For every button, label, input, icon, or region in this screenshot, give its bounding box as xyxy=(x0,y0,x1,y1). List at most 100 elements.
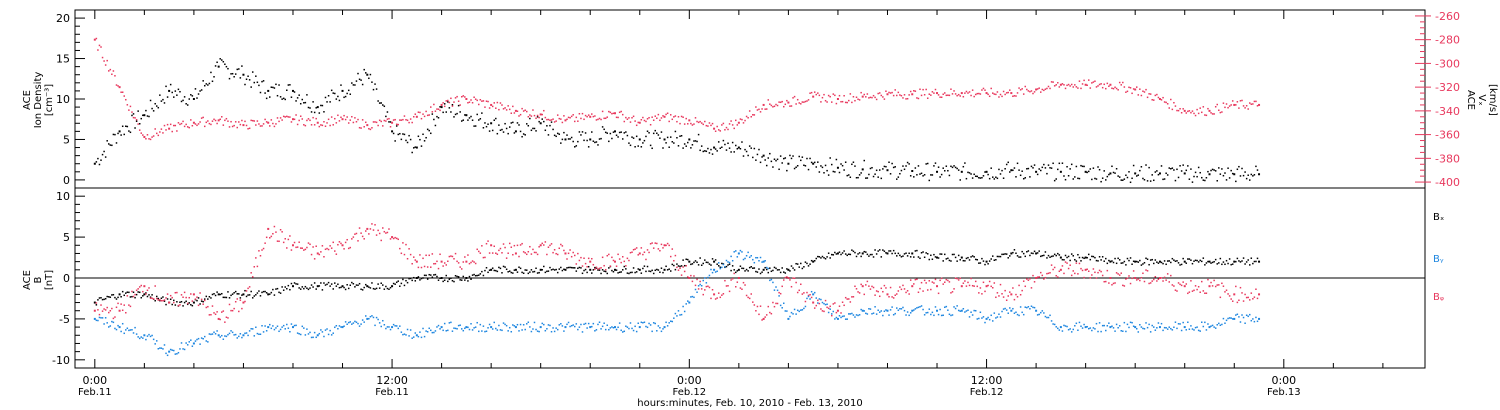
data-sample xyxy=(834,94,836,97)
data-sample xyxy=(618,258,621,260)
data-sample xyxy=(259,125,262,127)
data-sample xyxy=(817,299,819,302)
data-sample xyxy=(1187,292,1189,295)
data-sample xyxy=(976,175,979,178)
data-sample xyxy=(437,108,440,110)
data-point xyxy=(614,112,616,115)
data-sample xyxy=(874,173,876,175)
data-sample xyxy=(1105,179,1107,181)
data-sample xyxy=(587,322,590,325)
data-point xyxy=(1158,172,1161,175)
data-sample xyxy=(699,120,701,123)
data-sample xyxy=(145,338,147,341)
data-sample xyxy=(1199,107,1201,109)
data-sample xyxy=(1142,272,1144,275)
data-sample xyxy=(1176,109,1178,112)
data-sample xyxy=(405,139,407,142)
data-sample xyxy=(894,89,896,91)
data-sample xyxy=(1091,178,1093,181)
data-sample xyxy=(804,305,807,308)
data-sample xyxy=(1135,86,1138,88)
data-sample xyxy=(1162,178,1164,181)
data-sample xyxy=(798,155,800,158)
data-sample xyxy=(970,256,972,258)
data-sample xyxy=(1125,278,1127,280)
data-sample xyxy=(1063,324,1065,327)
data-sample xyxy=(210,313,212,316)
data-sample xyxy=(821,255,824,258)
data-sample xyxy=(1030,165,1033,168)
data-sample xyxy=(783,105,785,108)
data-sample xyxy=(397,280,400,282)
data-sample xyxy=(917,291,920,294)
data-sample xyxy=(1129,87,1132,89)
data-sample xyxy=(318,253,321,256)
data-sample xyxy=(1057,276,1059,278)
data-sample xyxy=(841,252,844,254)
data-sample xyxy=(295,246,297,249)
data-sample xyxy=(255,124,257,126)
data-sample xyxy=(987,284,989,287)
data-sample xyxy=(1156,280,1158,282)
data-sample xyxy=(1170,167,1172,170)
data-sample xyxy=(1069,259,1071,262)
data-sample xyxy=(931,258,934,261)
data-sample xyxy=(200,117,203,119)
data-sample xyxy=(640,247,643,249)
data-sample xyxy=(716,297,718,299)
data-sample xyxy=(669,320,672,322)
data-sample xyxy=(374,324,376,327)
data-sample xyxy=(420,145,423,147)
data-point xyxy=(291,118,294,121)
data-sample xyxy=(592,140,595,142)
data-sample xyxy=(344,321,347,323)
data-sample xyxy=(1182,257,1184,260)
data-sample xyxy=(730,269,732,272)
data-sample xyxy=(304,334,307,336)
data-sample xyxy=(1105,329,1107,332)
data-sample xyxy=(434,262,437,265)
data-sample xyxy=(428,129,430,132)
data-sample xyxy=(998,295,1000,297)
data-sample xyxy=(595,141,598,143)
data-point xyxy=(985,92,988,95)
data-sample xyxy=(662,115,664,117)
data-sample xyxy=(659,137,661,139)
data-sample xyxy=(767,267,770,270)
data-sample xyxy=(854,99,856,102)
data-sample xyxy=(1103,280,1105,283)
data-sample xyxy=(405,334,407,336)
data-sample xyxy=(241,65,243,67)
data-point xyxy=(936,92,939,95)
data-sample xyxy=(1072,255,1075,257)
data-sample xyxy=(1058,162,1061,165)
data-sample xyxy=(1057,252,1059,255)
data-sample xyxy=(1053,323,1056,326)
data-sample xyxy=(400,282,403,285)
data-sample xyxy=(790,105,793,107)
data-sample xyxy=(714,259,717,261)
data-sample xyxy=(402,133,404,135)
data-sample xyxy=(1148,93,1150,95)
data-sample xyxy=(1074,258,1076,261)
data-sample xyxy=(1080,87,1082,90)
data-sample xyxy=(1191,110,1194,112)
data-sample xyxy=(891,296,893,298)
data-sample xyxy=(460,279,463,281)
data-sample xyxy=(173,301,175,304)
data-sample xyxy=(1089,87,1092,89)
data-sample xyxy=(478,250,480,253)
data-sample xyxy=(632,248,635,251)
data-sample xyxy=(100,46,102,48)
data-sample xyxy=(196,338,198,341)
data-sample xyxy=(504,122,506,125)
data-sample xyxy=(1075,322,1078,325)
data-sample xyxy=(1255,316,1257,319)
data-sample xyxy=(394,325,396,327)
data-sample xyxy=(516,271,519,273)
data-sample xyxy=(843,304,845,307)
data-sample xyxy=(1005,163,1008,166)
data-sample xyxy=(860,172,862,174)
data-sample xyxy=(916,97,918,99)
data-sample xyxy=(137,336,139,338)
